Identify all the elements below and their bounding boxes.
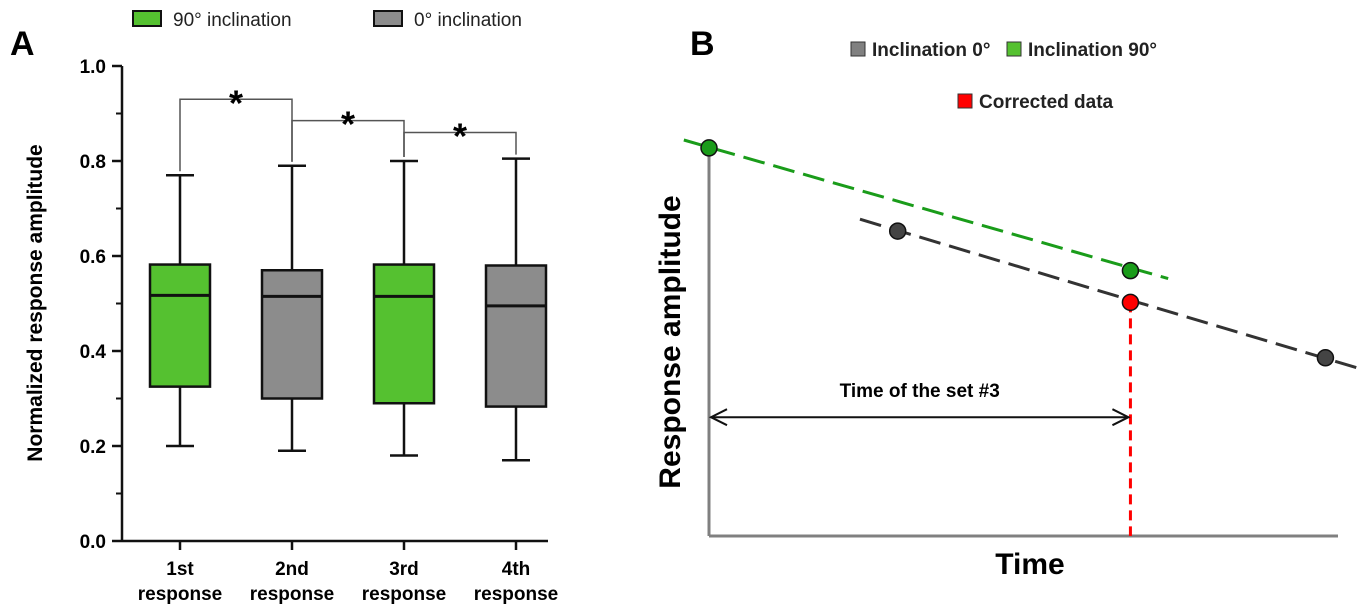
- significance-brackets: * * *: [179, 82, 517, 172]
- box-iqr: [260, 269, 324, 400]
- y-tick-label: 0.8: [80, 152, 106, 173]
- legend-swatch-90: [132, 10, 162, 27]
- x-tick-label: response: [474, 584, 558, 605]
- box-plot: [260, 164, 324, 452]
- panel-a-label: A: [10, 25, 35, 63]
- annotation-label: Time of the set #3: [840, 381, 1000, 402]
- x-tick-label: 4th: [502, 559, 531, 580]
- annotation-arrowhead-right: [1111, 408, 1131, 427]
- legend-label-90: 90° inclination: [173, 10, 292, 31]
- box-iqr: [484, 264, 548, 408]
- y-tick-label: 1.0: [80, 57, 106, 78]
- data-point-0: [1316, 349, 1335, 367]
- panel-b-legend: Inclination 0° Inclination 90° Corrected…: [850, 40, 1157, 113]
- x-tick-label: 2nd: [275, 559, 309, 580]
- legend-label-inclination-90: Inclination 90°: [1028, 40, 1157, 61]
- b-x-axis-title: Time: [995, 548, 1064, 581]
- significance-bracket: [403, 131, 517, 157]
- significance-star: *: [229, 82, 243, 123]
- y-tick-label: 0.0: [80, 532, 106, 553]
- legend-swatch-corrected: [957, 93, 973, 109]
- box-plots: [148, 157, 548, 462]
- box-plot: [484, 157, 548, 462]
- data-point-90: [1121, 261, 1140, 280]
- corrected-data-point: [1121, 293, 1140, 312]
- x-tick-label: 3rd: [389, 559, 419, 580]
- y-tick-label: 0.4: [80, 342, 107, 363]
- y-axis-title: Normalized response amplitude: [24, 144, 47, 461]
- data-point-90: [700, 139, 718, 157]
- b-y-axis-title: Response amplitude: [654, 195, 687, 488]
- panel-b-label: B: [690, 25, 715, 63]
- trend-line-0: [859, 217, 1361, 371]
- x-tick-label: response: [138, 584, 222, 605]
- box-iqr: [148, 263, 212, 388]
- legend-label-corrected: Corrected data: [979, 92, 1114, 113]
- b-plot-content: Time of the set #3: [683, 138, 1361, 536]
- legend-label-0: 0° inclination: [414, 10, 522, 31]
- panel-a-legend: 90° inclination 0° inclination: [132, 10, 522, 31]
- x-ticks: 1st response 2nd response 3rd response 4th resp…: [138, 541, 558, 605]
- box-plot: [148, 174, 212, 448]
- y-tick-label: 0.6: [80, 247, 106, 268]
- legend-swatch-inclination-0: [850, 41, 866, 57]
- panel-a: A 90° inclination 0° inclination Normali…: [10, 10, 558, 605]
- data-point-0: [888, 222, 907, 240]
- y-ticks: 0.0 0.2 0.4 0.6 0.8 1.0: [80, 57, 122, 553]
- x-tick-label: 1st: [166, 559, 194, 580]
- box-iqr: [372, 263, 436, 405]
- legend-swatch-0: [373, 10, 403, 27]
- box-plot: [372, 159, 436, 457]
- panel-b: B Inclination 0° Inclination 90° Correct…: [654, 25, 1361, 581]
- significance-star: *: [453, 116, 467, 157]
- trend-line-90: [683, 138, 1169, 281]
- significance-star: *: [341, 104, 355, 145]
- legend-swatch-inclination-90: [1006, 41, 1022, 57]
- annotation-arrowhead-left: [708, 408, 728, 427]
- x-tick-label: response: [250, 584, 334, 605]
- legend-label-inclination-0: Inclination 0°: [872, 40, 990, 61]
- x-tick-label: response: [362, 584, 446, 605]
- y-tick-label: 0.2: [80, 437, 106, 458]
